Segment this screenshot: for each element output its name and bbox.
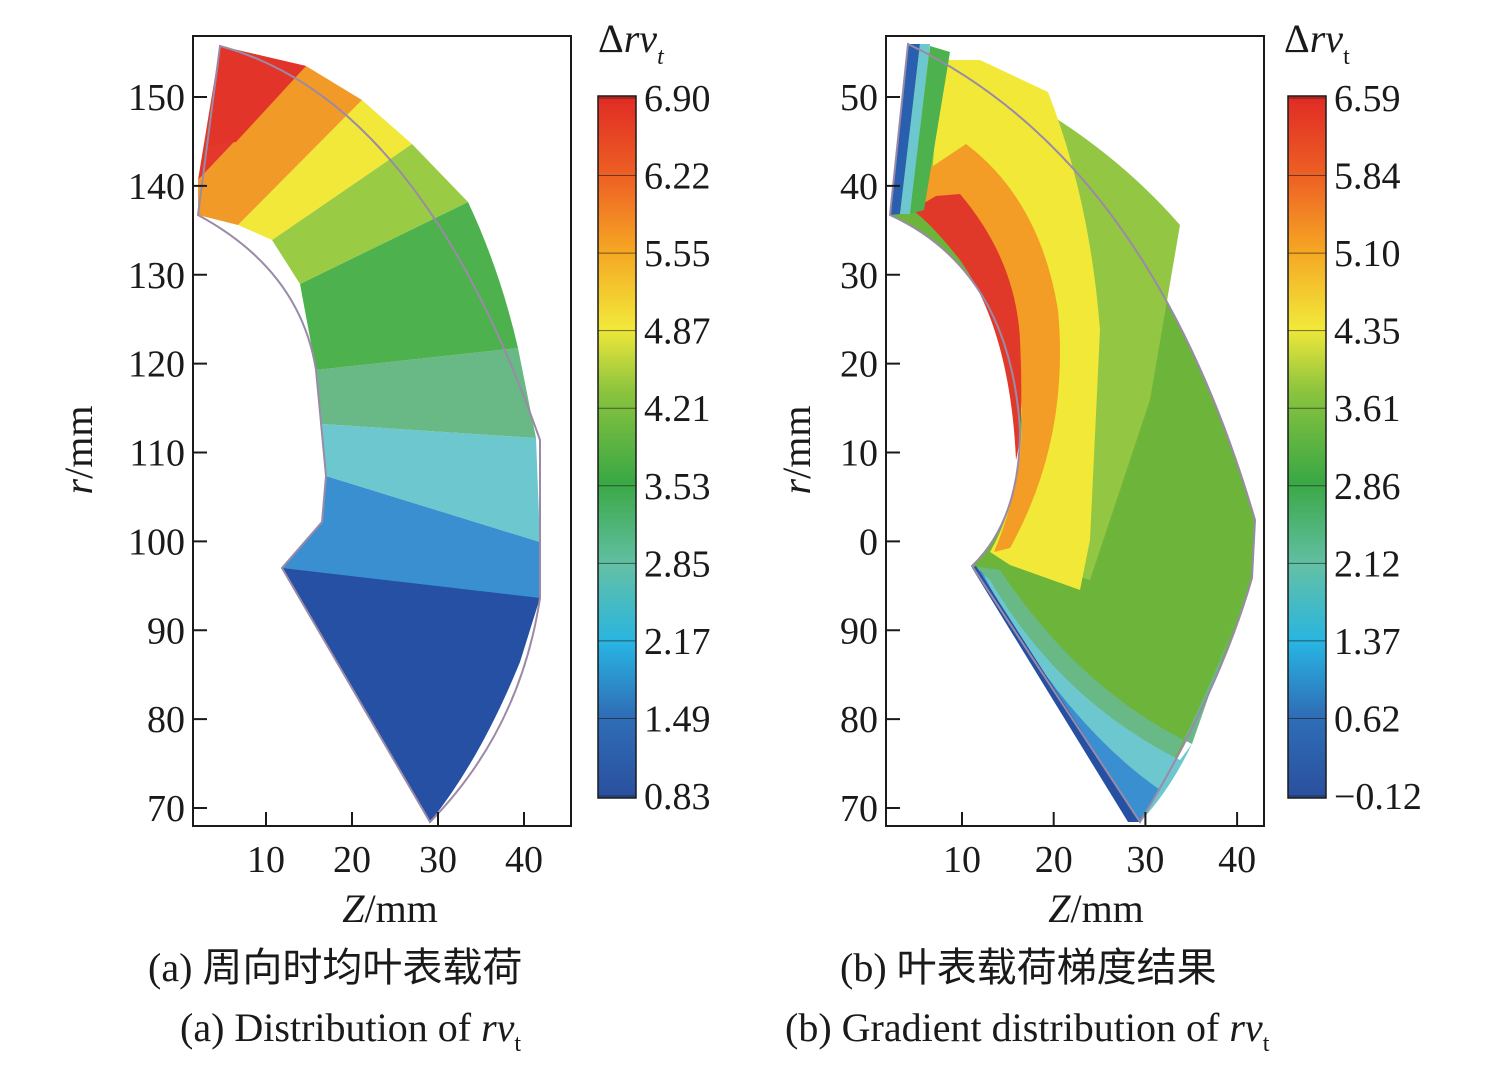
caption-en-b: (b) Gradient distribution of rvt [785, 1006, 1269, 1066]
colorbar-tick-label: 6.59 [1334, 78, 1401, 120]
colorbar-tick-label: 2.12 [1334, 543, 1401, 585]
y-tick-label: 100 [128, 521, 185, 563]
colorbar-a: 6.90 6.22 5.55 4.87 4.21 3.53 2.85 2.17 1.49 0.83 [597, 78, 711, 818]
x-axis-b: 10 20 30 40 [943, 812, 1256, 881]
colorbar-tick-label: 2.85 [644, 543, 711, 585]
y-axis-label-b: r/mm [774, 406, 819, 495]
colorbar-title-b: Δrvt [1284, 16, 1350, 70]
plot-frame-b [885, 35, 1265, 827]
y-tick-label: 90 [147, 610, 185, 652]
x-tick-label: 30 [419, 839, 457, 881]
contour-a [196, 44, 541, 824]
x-tick-label: 20 [333, 839, 371, 881]
y-tick-label: 30 [840, 255, 878, 297]
x-axis-a: 10 20 30 40 [247, 812, 543, 881]
caption-en-a-sub: t [514, 1031, 522, 1057]
colorbar-tick-label: 1.49 [644, 698, 711, 740]
caption-en-b-sub: t [1262, 1031, 1270, 1057]
colorbar-tick-label: 6.90 [644, 78, 711, 120]
y-tick-label: 70 [840, 788, 878, 830]
contour-b [888, 42, 1257, 824]
y-axis-a: 150 140 130 120 110 100 90 80 70 [128, 77, 207, 830]
colorbar-tick-label: 5.84 [1334, 156, 1401, 198]
y-tick-label: 140 [128, 166, 185, 208]
y-tick-label: 40 [840, 166, 878, 208]
caption-cn-a: (a) 周向时均叶表载荷 [148, 945, 523, 990]
colorbar-b: 6.59 5.84 5.10 4.35 3.61 2.86 2.12 1.37 0.62 −0.1… [1287, 78, 1422, 818]
y-tick-label: 130 [128, 255, 185, 297]
x-tick-label: 10 [943, 839, 981, 881]
x-tick-label: 40 [505, 839, 543, 881]
colorbar-tick-label: 0.83 [644, 776, 711, 818]
x-tick-label: 20 [1035, 839, 1073, 881]
x-tick-label: 10 [247, 839, 285, 881]
y-axis-label-a: r/mm [56, 406, 101, 495]
x-tick-label: 40 [1218, 839, 1256, 881]
caption-en-a-prefix: (a) Distribution of [180, 1005, 482, 1050]
colorbar-tick-label: 2.17 [644, 621, 711, 663]
caption-en-a-symbol: rv [481, 1005, 515, 1050]
colorbar-tick-label: 3.53 [644, 466, 711, 508]
colorbar-tick-label: 4.35 [1334, 311, 1401, 353]
caption-en-b-prefix: (b) Gradient distribution of [785, 1005, 1230, 1050]
y-tick-label: 90 [840, 610, 878, 652]
plot-frame-a [192, 35, 572, 827]
y-tick-label: 0 [859, 521, 878, 563]
y-tick-label: 110 [129, 433, 185, 475]
colorbar-tick-label: 5.55 [644, 233, 711, 275]
y-tick-label: 10 [840, 433, 878, 475]
colorbar-tick-label: 2.86 [1334, 466, 1401, 508]
y-tick-label: 120 [128, 344, 185, 386]
x-axis-label-a: Z/mm [342, 886, 438, 931]
y-tick-label: 150 [128, 77, 185, 119]
y-tick-label: 80 [147, 699, 185, 741]
colorbar-tick-label: 4.21 [644, 388, 711, 430]
y-tick-label: 20 [840, 344, 878, 386]
y-tick-label: 70 [147, 788, 185, 830]
colorbar-title-a: Δrvt [598, 16, 665, 70]
colorbar-tick-label: 0.62 [1334, 698, 1401, 740]
colorbar-tick-label: 5.10 [1334, 233, 1401, 275]
caption-cn-b: (b) 叶表载荷梯度结果 [840, 945, 1217, 990]
y-tick-label: 80 [840, 699, 878, 741]
caption-en-a: (a) Distribution of rvt [180, 1006, 521, 1066]
colorbar-tick-label: 1.37 [1334, 621, 1401, 663]
colorbar-tick-label: −0.12 [1334, 776, 1422, 818]
colorbar-tick-label: 6.22 [644, 156, 711, 198]
colorbar-tick-label: 4.87 [644, 311, 711, 353]
caption-en-b-symbol: rv [1229, 1005, 1263, 1050]
y-tick-label: 50 [840, 77, 878, 119]
colorbar-tick-label: 3.61 [1334, 388, 1401, 430]
panel-a: 150 140 130 120 110 100 90 80 70 10 20 30 40 r/mm Z… [56, 16, 711, 931]
x-tick-label: 30 [1126, 839, 1164, 881]
x-axis-label-b: Z/mm [1048, 886, 1144, 931]
